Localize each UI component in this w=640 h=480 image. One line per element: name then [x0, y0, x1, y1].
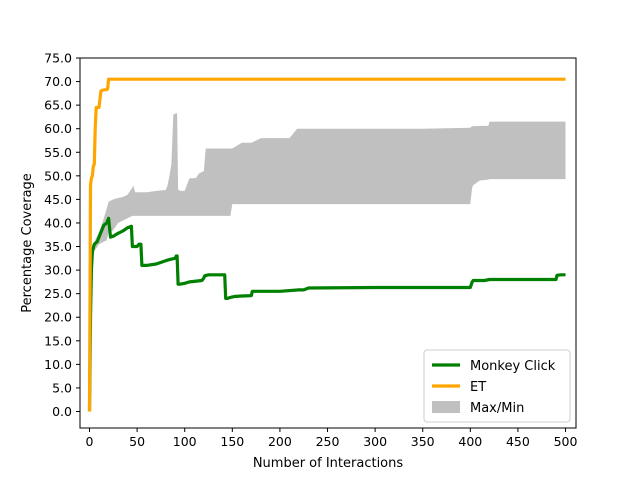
x-tick-label: 450 [506, 434, 530, 449]
legend-label: Max/Min [470, 401, 524, 416]
x-tick-label: 400 [458, 434, 482, 449]
legend-label: Monkey Click [470, 359, 556, 374]
y-tick-label: 50.0 [44, 168, 72, 183]
y-tick-label: 40.0 [44, 215, 72, 230]
y-axis: 0.0 5.0 10.0 15.0 20.0 25.0 30.0 35.0 40.0 45.0 50… [44, 51, 80, 419]
x-tick-label: 0 [86, 434, 94, 449]
x-axis: 0 50 100 150 200 250 300 350 400 450 500 [86, 428, 578, 449]
y-tick-label: 15.0 [44, 333, 72, 348]
y-tick-label: 25.0 [44, 286, 72, 301]
legend-label: ET [470, 380, 486, 395]
y-tick-label: 10.0 [44, 357, 72, 372]
y-tick-label: 5.0 [52, 380, 72, 395]
x-tick-label: 500 [554, 434, 578, 449]
x-tick-label: 350 [411, 434, 435, 449]
x-tick-label: 100 [173, 434, 197, 449]
series-line-et [87, 77, 566, 412]
series-line-monkey-click [87, 216, 566, 412]
y-tick-label: 20.0 [44, 310, 72, 325]
legend-swatch-maxmin [432, 401, 460, 413]
series-lines [87, 77, 566, 412]
x-tick-label: 50 [129, 434, 145, 449]
maxmin-band [89, 113, 566, 412]
x-tick-label: 250 [316, 434, 340, 449]
x-axis-label: Number of Interactions [253, 456, 404, 471]
legend: Monkey Click ET Max/Min [423, 349, 571, 423]
y-tick-label: 45.0 [44, 192, 72, 207]
legend-box [423, 349, 571, 423]
y-tick-label: 65.0 [44, 98, 72, 113]
y-tick-label: 35.0 [44, 239, 72, 254]
y-tick-label: 55.0 [44, 145, 72, 160]
y-tick-label: 70.0 [44, 74, 72, 89]
y-tick-label: 0.0 [52, 404, 72, 419]
x-tick-label: 300 [363, 434, 387, 449]
y-tick-label: 60.0 [44, 121, 72, 136]
y-tick-label: 75.0 [44, 51, 72, 66]
x-tick-label: 200 [268, 434, 292, 449]
x-tick-label: 150 [220, 434, 244, 449]
y-axis-label: Percentage Coverage [20, 173, 35, 313]
maxmin-area [89, 113, 566, 412]
y-tick-label: 30.0 [44, 263, 72, 278]
